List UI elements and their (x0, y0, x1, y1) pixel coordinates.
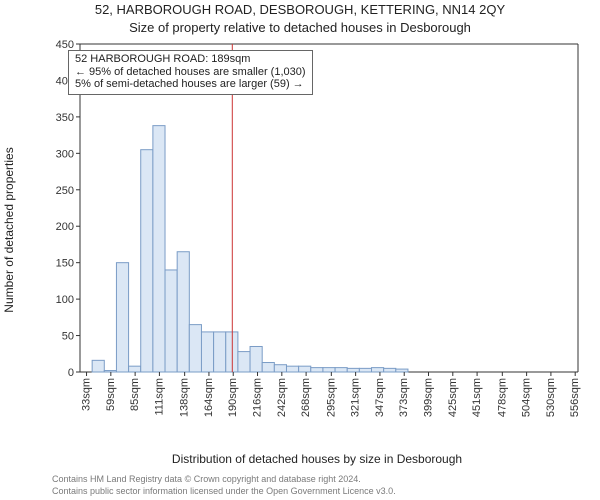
svg-text:321sqm: 321sqm (350, 378, 362, 417)
svg-text:425sqm: 425sqm (447, 378, 459, 417)
chart-title-sub: Size of property relative to detached ho… (0, 20, 600, 35)
svg-text:347sqm: 347sqm (374, 378, 386, 417)
annotation-line3: 5% of semi-detached houses are larger (5… (75, 78, 306, 91)
histogram-bar (274, 365, 286, 372)
svg-text:59sqm: 59sqm (105, 378, 117, 411)
histogram-bar (359, 368, 371, 372)
svg-text:530sqm: 530sqm (545, 378, 557, 417)
annotation-box: 52 HARBOROUGH ROAD: 189sqm ← 95% of deta… (68, 50, 313, 95)
histogram-bar (129, 366, 141, 372)
svg-text:250: 250 (56, 185, 74, 197)
histogram-bar (177, 252, 189, 372)
histogram-bar (335, 368, 347, 372)
svg-text:138sqm: 138sqm (179, 378, 191, 417)
svg-text:111sqm: 111sqm (153, 378, 165, 416)
svg-text:451sqm: 451sqm (471, 378, 483, 417)
svg-text:373sqm: 373sqm (398, 378, 410, 417)
svg-text:399sqm: 399sqm (423, 378, 435, 417)
svg-text:0: 0 (68, 367, 74, 379)
svg-text:216sqm: 216sqm (252, 378, 264, 417)
histogram-bar (311, 368, 323, 372)
histogram-bar (116, 263, 128, 372)
svg-text:50: 50 (62, 331, 74, 343)
svg-text:242sqm: 242sqm (276, 378, 288, 417)
histogram-bar (141, 150, 153, 372)
x-axis-label: Distribution of detached houses by size … (52, 452, 582, 466)
svg-text:33sqm: 33sqm (81, 378, 93, 411)
svg-text:85sqm: 85sqm (129, 378, 141, 411)
credit-line-2: Contains public sector information licen… (52, 486, 396, 496)
svg-text:164sqm: 164sqm (203, 378, 215, 417)
histogram-bar (92, 360, 104, 372)
histogram-bar (189, 325, 201, 372)
histogram-bar (299, 366, 311, 372)
credit-line-1: Contains HM Land Registry data © Crown c… (52, 474, 361, 484)
histogram-bar (384, 368, 396, 372)
plot-area: 05010015020025030035040045033sqm59sqm85s… (52, 40, 582, 420)
svg-text:190sqm: 190sqm (227, 378, 239, 417)
histogram-bar (372, 368, 384, 372)
svg-text:350: 350 (56, 112, 74, 124)
histogram-bar (262, 363, 274, 372)
histogram-bar (165, 270, 177, 372)
y-axis-label: Number of detached properties (2, 40, 20, 420)
histogram-bar (396, 369, 408, 372)
histogram-bar (238, 352, 250, 372)
annotation-line2: ← 95% of detached houses are smaller (1,… (75, 66, 306, 79)
histogram-bar (104, 371, 116, 372)
chart-title-main: 52, HARBOROUGH ROAD, DESBOROUGH, KETTERI… (0, 2, 600, 17)
histogram-bar (250, 346, 262, 372)
svg-text:268sqm: 268sqm (300, 378, 312, 417)
histogram-bar (201, 332, 213, 372)
histogram-bar (153, 126, 165, 372)
histogram-bar (323, 368, 335, 372)
annotation-line1: 52 HARBOROUGH ROAD: 189sqm (75, 53, 306, 66)
svg-text:150: 150 (56, 258, 74, 270)
histogram-bar (286, 366, 298, 372)
histogram-bar (214, 332, 226, 372)
svg-text:100: 100 (56, 294, 74, 306)
svg-text:295sqm: 295sqm (325, 378, 337, 417)
svg-text:478sqm: 478sqm (496, 378, 508, 417)
svg-text:504sqm: 504sqm (521, 378, 533, 417)
svg-text:300: 300 (56, 148, 74, 160)
svg-text:200: 200 (56, 221, 74, 233)
svg-text:556sqm: 556sqm (569, 378, 581, 417)
histogram-bar (347, 368, 359, 372)
chart-container: 52, HARBOROUGH ROAD, DESBOROUGH, KETTERI… (0, 0, 600, 500)
